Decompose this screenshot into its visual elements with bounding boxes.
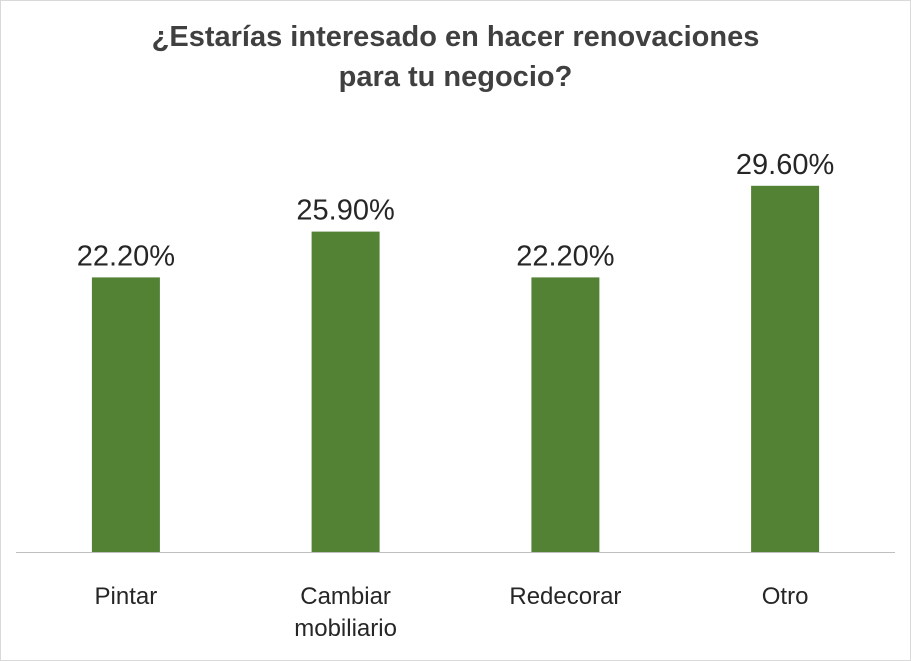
category-label-2: Redecorar (509, 583, 621, 610)
data-label-0: 22.20% (77, 240, 175, 272)
category-label-1-line-0: Cambiar (300, 583, 391, 610)
bar-0 (91, 277, 160, 552)
data-label-2: 22.20% (516, 240, 614, 272)
category-label-1-line-1: mobiliario (294, 615, 397, 642)
chart-title-line-1: ¿Estarías interesado en hacer renovacion… (151, 21, 760, 53)
category-label-0: Pintar (95, 583, 158, 610)
bar-3 (751, 185, 820, 553)
bar-2 (531, 277, 600, 552)
category-label-3: Otro (762, 583, 809, 610)
data-label-3: 29.60% (736, 149, 834, 181)
chart-title: ¿Estarías interesado en hacer renovacion… (1, 17, 910, 97)
chart-title-line-2: para tu negocio? (338, 61, 573, 93)
bar-1 (311, 231, 380, 552)
data-label-1: 25.90% (296, 195, 394, 227)
